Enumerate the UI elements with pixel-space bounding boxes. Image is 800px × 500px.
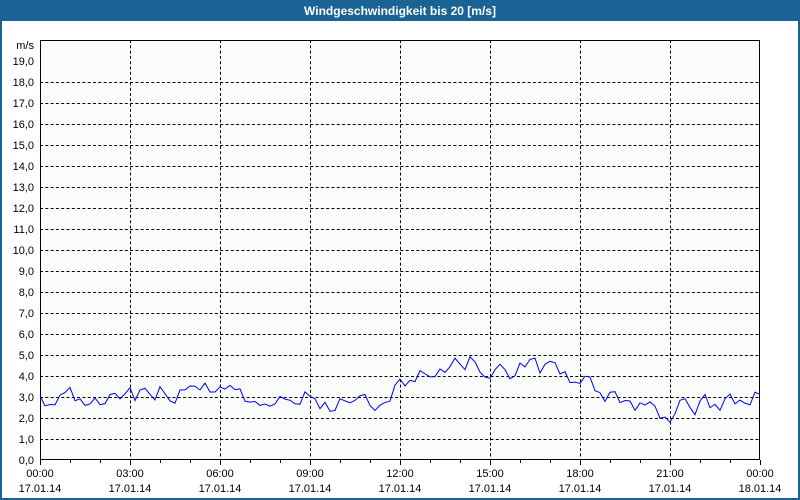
svg-text:10,0: 10,0	[13, 245, 34, 257]
svg-text:7,0: 7,0	[19, 308, 34, 320]
svg-text:9,0: 9,0	[19, 266, 34, 278]
svg-text:3,0: 3,0	[19, 392, 34, 404]
svg-text:00:00: 00:00	[746, 468, 774, 480]
svg-text:17.01.14: 17.01.14	[19, 483, 62, 495]
svg-text:13,0: 13,0	[13, 182, 34, 194]
svg-text:14,0: 14,0	[13, 161, 34, 173]
svg-text:17,0: 17,0	[13, 98, 34, 110]
svg-text:17.01.14: 17.01.14	[109, 483, 152, 495]
svg-text:17.01.14: 17.01.14	[379, 483, 422, 495]
svg-text:12,0: 12,0	[13, 203, 34, 215]
svg-text:19,0: 19,0	[13, 56, 34, 68]
svg-text:17.01.14: 17.01.14	[559, 483, 602, 495]
svg-text:09:00: 09:00	[296, 468, 324, 480]
svg-text:18,0: 18,0	[13, 77, 34, 89]
svg-text:17.01.14: 17.01.14	[289, 483, 332, 495]
svg-text:17.01.14: 17.01.14	[469, 483, 512, 495]
svg-text:15,0: 15,0	[13, 140, 34, 152]
svg-text:21:00: 21:00	[656, 468, 684, 480]
svg-text:00:00: 00:00	[26, 468, 54, 480]
svg-text:4,0: 4,0	[19, 371, 34, 383]
svg-text:8,0: 8,0	[19, 287, 34, 299]
svg-text:03:00: 03:00	[116, 468, 144, 480]
svg-text:2,0: 2,0	[19, 413, 34, 425]
svg-text:15:00: 15:00	[476, 468, 504, 480]
svg-text:m/s: m/s	[16, 40, 34, 52]
svg-text:17.01.14: 17.01.14	[199, 483, 242, 495]
svg-text:18.01.14: 18.01.14	[739, 483, 782, 495]
svg-text:0,0: 0,0	[19, 455, 34, 467]
svg-text:18:00: 18:00	[566, 468, 594, 480]
svg-text:11,0: 11,0	[13, 224, 34, 236]
svg-text:06:00: 06:00	[206, 468, 234, 480]
svg-text:12:00: 12:00	[386, 468, 414, 480]
svg-text:5,0: 5,0	[19, 350, 34, 362]
svg-text:17.01.14: 17.01.14	[649, 483, 692, 495]
svg-text:1,0: 1,0	[19, 434, 34, 446]
svg-text:6,0: 6,0	[19, 329, 34, 341]
svg-text:16,0: 16,0	[13, 119, 34, 131]
